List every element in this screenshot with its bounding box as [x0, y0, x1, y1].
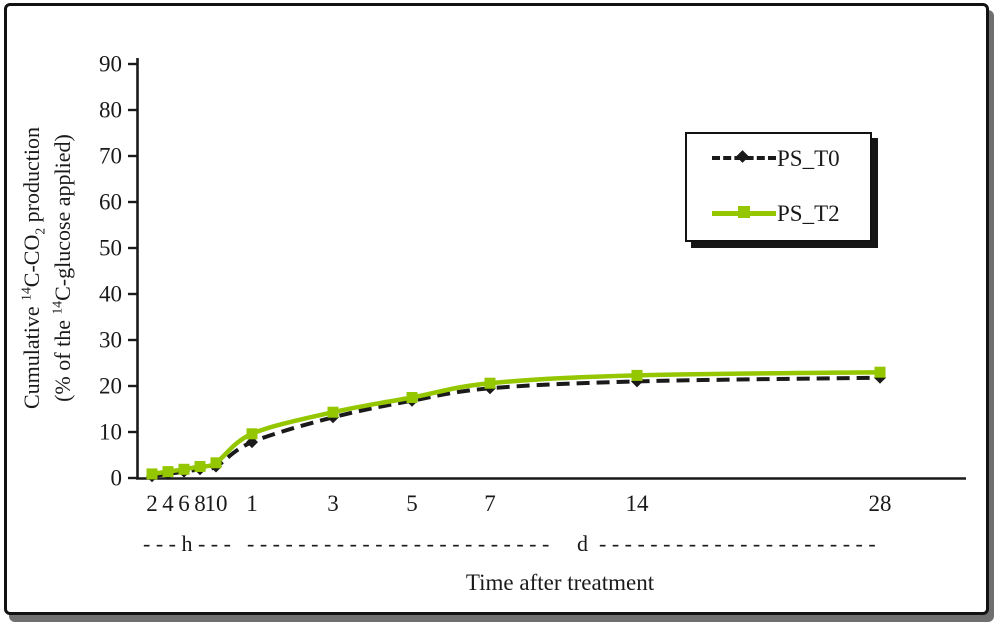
- y-tick-label: 50: [99, 235, 122, 261]
- time-unit-annotation: - - - h - - - - - - - - - - - - - - - - …: [0, 531, 1000, 557]
- data-point-square-ps_t2: [631, 369, 643, 381]
- y-tick-label: 10: [99, 419, 122, 445]
- x-tick-label: 10: [204, 491, 228, 516]
- hours-bracket-label: - - - h - - -: [143, 531, 231, 556]
- x-tick-label: 5: [406, 491, 418, 516]
- y-axis-title: Cumulative 14C-CO2 production (% of the …: [16, 127, 78, 409]
- y-tick-label: 90: [99, 51, 122, 77]
- x-tick-label: 6: [178, 491, 190, 516]
- y-tick-label: 60: [99, 189, 122, 215]
- y-tick-label: 40: [99, 281, 122, 307]
- isotope-superscript: 14: [49, 300, 65, 315]
- data-point-square-ps_t2: [146, 468, 158, 480]
- x-tick-label: 1: [246, 491, 258, 516]
- square-marker-icon: [738, 206, 750, 218]
- data-point-square-ps_t2: [194, 461, 206, 472]
- y-tick-label: 0: [110, 465, 123, 491]
- legend-label-ps-t0: PS_T0: [777, 146, 840, 171]
- x-tick-label: 28: [868, 491, 892, 516]
- data-point-square-ps_t2: [874, 366, 886, 378]
- x-tick-label: 14: [625, 491, 649, 516]
- y-tick-label: 20: [99, 373, 122, 399]
- data-point-square-ps_t2: [162, 466, 174, 478]
- figure-border: [4, 3, 989, 615]
- series-line-ps_t0: [151, 375, 881, 479]
- x-tick-label: 2: [146, 491, 158, 516]
- data-point-square-ps_t2: [406, 392, 418, 403]
- legend-entry-ps-t2: PS_T2: [687, 199, 870, 229]
- y-tick-label: 70: [99, 143, 122, 169]
- x-axis-title: Time after treatment: [465, 570, 655, 595]
- x-tick-label: 4: [162, 491, 174, 516]
- legend-box: PS_T0 PS_T2: [685, 132, 872, 242]
- days-bracket-dashes-left: - - - - - - - - - - - - - - - - - - - - …: [247, 531, 550, 556]
- data-point-square-ps_t2: [484, 377, 496, 389]
- data-point-square-ps_t2: [327, 406, 339, 418]
- legend-entry-ps-t0: PS_T0: [687, 144, 870, 174]
- y-tick-label: 80: [99, 97, 122, 123]
- isotope-superscript: 14: [18, 287, 34, 301]
- y-axis-title-line2: (% of the 14C-glucose applied): [49, 134, 75, 402]
- legend-label-ps-t2: PS_T2: [777, 201, 840, 226]
- x-tick-label: 7: [484, 491, 496, 516]
- data-point-square-ps_t2: [246, 428, 258, 440]
- days-unit-label: d: [577, 531, 588, 556]
- x-tick-label: 3: [327, 491, 339, 516]
- data-point-square-ps_t2: [210, 457, 222, 469]
- data-point-square-ps_t2: [178, 463, 190, 475]
- chemical-subscript: 2: [32, 227, 48, 235]
- y-axis-title-line1: Cumulative 14C-CO2 production: [18, 127, 48, 409]
- days-bracket-dashes-right: - - - - - - - - - - - - - - - - - - - - …: [599, 531, 876, 556]
- x-tick-label: 8: [194, 491, 206, 516]
- y-tick-label: 30: [99, 327, 122, 353]
- diamond-marker-icon: [736, 150, 749, 163]
- series-line-ps_t2: [151, 369, 881, 477]
